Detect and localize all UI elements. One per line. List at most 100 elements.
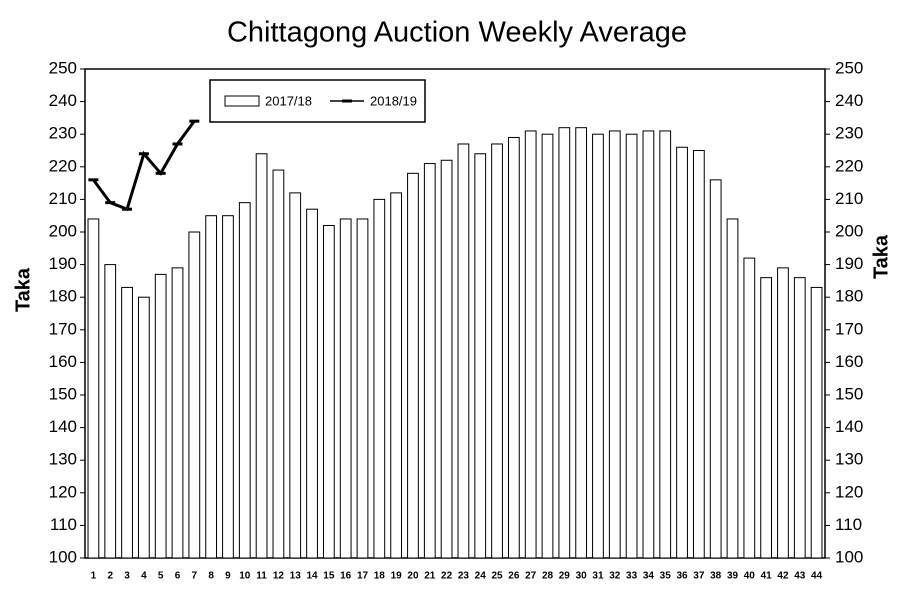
bar xyxy=(659,130,672,559)
bar xyxy=(306,208,318,559)
x-tick-label: 21 xyxy=(424,571,436,582)
y-tick-label: 240 xyxy=(49,91,77,110)
x-tick-label: 10 xyxy=(239,571,251,582)
bar xyxy=(777,267,789,559)
x-tick-label: 40 xyxy=(744,571,756,582)
y2-tick-label: 200 xyxy=(835,221,863,240)
bar xyxy=(104,264,117,559)
y-tick-label: 180 xyxy=(49,287,77,306)
y2-tick-label: 140 xyxy=(835,417,863,436)
x-tick-label: 42 xyxy=(777,571,789,582)
bar xyxy=(810,286,823,559)
chart-title: Chittagong Auction Weekly Average xyxy=(227,17,687,49)
bar xyxy=(322,224,335,559)
bar xyxy=(222,215,234,559)
x-tick-label: 11 xyxy=(256,571,267,582)
y-tick-label: 110 xyxy=(50,515,77,534)
y2-tick-label: 180 xyxy=(835,287,863,306)
bar xyxy=(289,192,302,559)
x-tick-label: 30 xyxy=(576,571,588,582)
x-tick-label: 2 xyxy=(107,571,113,582)
y-tick-label: 130 xyxy=(49,450,77,469)
x-tick-label: 44 xyxy=(811,571,823,582)
y2-tick-label: 190 xyxy=(835,254,863,273)
bar xyxy=(558,127,571,559)
bar xyxy=(692,150,705,559)
x-tick-label: 29 xyxy=(559,571,571,582)
bar xyxy=(238,202,251,559)
bar xyxy=(390,192,403,559)
bar xyxy=(474,153,487,559)
bar xyxy=(642,130,655,559)
y-tick-label: 170 xyxy=(49,319,77,338)
y2-tick-label: 250 xyxy=(835,58,863,77)
x-tick-label: 34 xyxy=(643,571,655,582)
x-tick-label: 12 xyxy=(273,571,285,582)
y-tick-label: 250 xyxy=(49,58,77,77)
x-tick-label: 27 xyxy=(525,571,537,582)
y2-tick-label: 170 xyxy=(835,319,863,338)
x-tick-label: 7 xyxy=(192,571,198,582)
bar xyxy=(137,296,150,559)
bar xyxy=(507,136,520,559)
bar xyxy=(726,218,739,559)
y2-tick-label: 130 xyxy=(835,450,863,469)
line xyxy=(92,120,196,212)
x-tick-label: 6 xyxy=(175,571,181,582)
bar xyxy=(524,130,537,559)
y2-tick-label: 230 xyxy=(835,124,863,143)
y2-axis-label: Taka xyxy=(870,234,892,279)
bar xyxy=(760,277,773,559)
bar xyxy=(575,127,588,559)
x-tick-label: 22 xyxy=(441,571,453,582)
y-tick-label: 160 xyxy=(49,352,77,371)
legend-label: 2017/18 xyxy=(265,93,312,108)
x-tick-label: 4 xyxy=(141,571,147,582)
x-tick-label: 41 xyxy=(761,571,773,582)
x-tick-label: 17 xyxy=(357,571,369,582)
bar xyxy=(743,257,756,559)
y-tick-label: 220 xyxy=(49,156,77,175)
x-tick-label: 32 xyxy=(609,571,621,582)
plot-area xyxy=(84,68,826,559)
bar xyxy=(87,218,100,559)
bar xyxy=(608,130,621,559)
bar xyxy=(255,153,268,559)
y-tick-label: 200 xyxy=(49,221,77,240)
x-tick-label: 28 xyxy=(542,571,554,582)
x-tick-label: 33 xyxy=(626,571,638,582)
x-tick-label: 38 xyxy=(710,571,722,582)
y-tick-label: 100 xyxy=(49,547,77,566)
y-tick-label: 210 xyxy=(49,189,77,208)
bar xyxy=(423,163,436,559)
bar xyxy=(339,218,352,559)
x-tick-label: 36 xyxy=(676,571,688,582)
legend-swatch xyxy=(224,95,260,107)
x-tick-label: 15 xyxy=(323,571,335,582)
x-tick-label: 37 xyxy=(693,571,705,582)
x-tick-label: 24 xyxy=(475,571,487,582)
x-tick-label: 43 xyxy=(794,571,806,582)
bar xyxy=(272,169,285,559)
bar xyxy=(356,218,369,559)
x-tick-label: 26 xyxy=(508,571,520,582)
bar xyxy=(541,133,554,559)
bar xyxy=(491,143,503,559)
y-tick-label: 120 xyxy=(49,482,77,501)
x-tick-label: 39 xyxy=(727,571,739,582)
bar xyxy=(188,231,201,559)
bar xyxy=(592,133,604,559)
x-tick-label: 20 xyxy=(407,571,419,582)
bar xyxy=(373,198,386,559)
y2-tick-label: 160 xyxy=(835,352,863,371)
y2-tick-label: 120 xyxy=(835,482,863,501)
x-tick-label: 13 xyxy=(290,571,302,582)
y2-tick-label: 150 xyxy=(835,384,863,403)
x-tick-label: 3 xyxy=(124,571,130,582)
y-tick-label: 230 xyxy=(49,124,77,143)
y2-tick-label: 220 xyxy=(835,156,863,175)
y2-tick-label: 240 xyxy=(835,91,863,110)
x-tick-label: 5 xyxy=(158,571,164,582)
bar xyxy=(457,143,470,559)
